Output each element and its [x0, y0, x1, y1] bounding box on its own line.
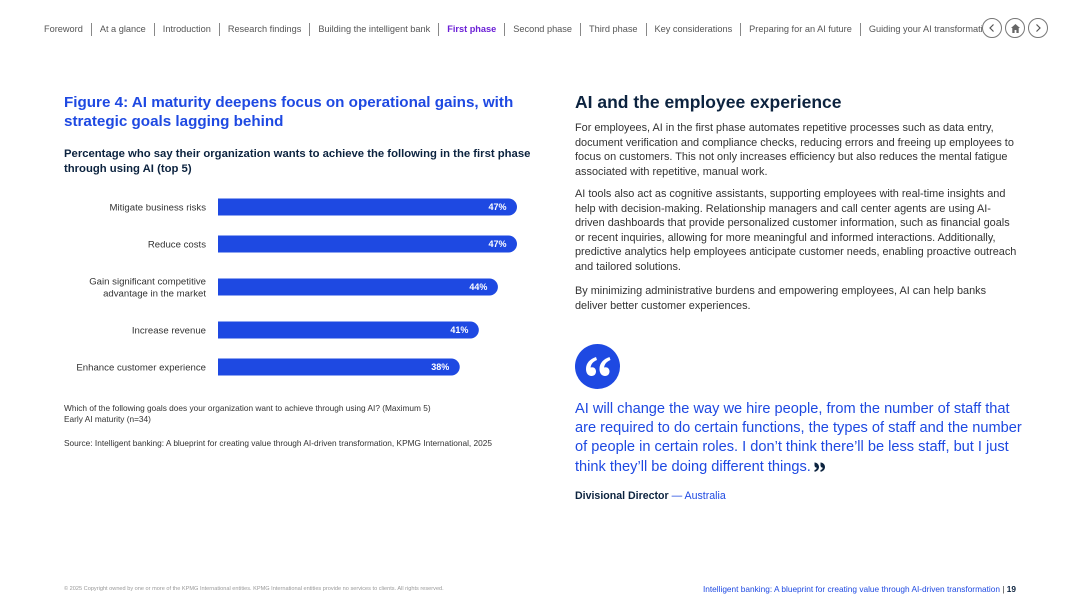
- category-label: Enhance customer experience: [76, 362, 206, 373]
- paragraph-cognitive-assistants: AI tools also act as cognitive assistant…: [575, 188, 1017, 273]
- bar-5: [218, 358, 460, 376]
- nav-preparing-for-an-ai-future[interactable]: Preparing for an AI future: [740, 22, 860, 36]
- category-label-line: advantage in the market: [103, 288, 206, 299]
- category-label-line: Reduce costs: [148, 239, 206, 250]
- previous-page-button[interactable]: [982, 18, 1002, 38]
- home-icon: [1010, 23, 1020, 33]
- nav-second-phase[interactable]: Second phase: [504, 22, 580, 36]
- bar-3: [218, 278, 498, 296]
- footer-document-title: Intelligent banking: A blueprint for cre…: [703, 584, 1016, 594]
- page-navigation-controls: [982, 18, 1048, 38]
- paragraph-automation: For employees, AI in the first phase aut…: [575, 122, 1014, 178]
- footer-doc-title: Intelligent banking: A blueprint for cre…: [702, 584, 1000, 594]
- chart-question: Which of the following goals does your o…: [64, 403, 431, 413]
- nav-guiding-your-ai-transformation[interactable]: Guiding your AI transformation: [859, 22, 1001, 36]
- nav-building-the-intelligent-bank[interactable]: Building the intelligent bank: [309, 22, 438, 36]
- top-navigation: Foreword At a glance Introduction Resear…: [44, 22, 1001, 36]
- category-label-line: Enhance customer experience: [76, 362, 206, 373]
- footer-separator: |: [1002, 584, 1005, 594]
- paragraph-customer-experience: By minimizing administrative burdens and…: [575, 285, 987, 312]
- category-label: Mitigate business risks: [109, 202, 206, 213]
- quote-body: AI will change the way we hire people, f…: [575, 401, 1022, 475]
- bar-2: [218, 235, 517, 253]
- bar-value-label: 38%: [431, 362, 449, 372]
- category-label-line: Gain significant competitive: [89, 276, 206, 287]
- nav-research-findings[interactable]: Research findings: [218, 22, 310, 36]
- quote: AI will change the way we hire people, f…: [575, 400, 1023, 477]
- chart-sample-size: Early AI maturity (n=34): [64, 414, 151, 424]
- page-number: 19: [1006, 584, 1016, 594]
- next-page-button[interactable]: [1028, 18, 1048, 38]
- bar-4: [218, 321, 479, 339]
- quote-close-icon: [814, 462, 825, 472]
- quote-author-role: Divisional Director: [575, 490, 669, 502]
- category-label: Reduce costs: [148, 239, 206, 250]
- nav-first-phase[interactable]: First phase: [438, 22, 504, 36]
- nav-foreword[interactable]: Foreword: [44, 23, 83, 34]
- bar-value-label: 47%: [488, 239, 506, 249]
- category-label-line: Increase revenue: [132, 325, 206, 336]
- quote-author-location: — Australia: [671, 490, 726, 502]
- category-label: Gain significant competitive advantage in…: [89, 276, 206, 299]
- section-title: AI and the employee experience: [575, 92, 842, 112]
- nav-third-phase[interactable]: Third phase: [580, 22, 646, 36]
- chart-subtitle: Percentage who say their organization wa…: [64, 148, 531, 175]
- quote-attribution: Divisional Director — Australia: [575, 490, 726, 502]
- chart-source: Source: Intelligent banking: A blueprint…: [64, 438, 493, 448]
- chart-note: Which of the following goals does your o…: [64, 403, 534, 425]
- quote-open-icon: [575, 344, 620, 389]
- nav-introduction[interactable]: Introduction: [153, 22, 219, 36]
- bar-value-label: 44%: [469, 282, 487, 292]
- footer-copyright: © 2025 Copyright owned by one or more of…: [64, 586, 444, 592]
- nav-key-considerations[interactable]: Key considerations: [645, 22, 741, 36]
- category-label: Increase revenue: [132, 325, 206, 336]
- bar-chart: 47% Mitigate business risks 47% Reduce cost…: [76, 198, 517, 376]
- figure-title: Figure 4: AI maturity deepens focus on o…: [64, 94, 514, 130]
- chevron-right-icon: [1036, 24, 1041, 32]
- chevron-left-icon: [989, 24, 994, 32]
- home-button[interactable]: [1005, 18, 1025, 38]
- nav-at-a-glance[interactable]: At a glance: [90, 22, 154, 36]
- bar-value-label: 47%: [488, 202, 506, 212]
- bar-1: [218, 198, 517, 216]
- category-label-line: Mitigate business risks: [109, 202, 206, 213]
- bar-value-label: 41%: [450, 325, 468, 335]
